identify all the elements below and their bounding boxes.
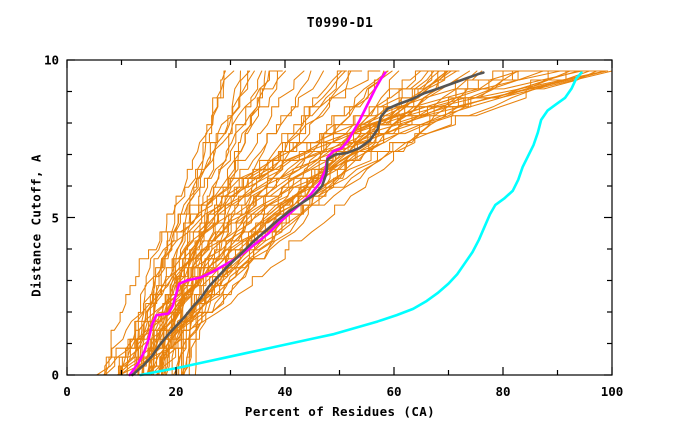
- page-title: T0990-D1: [306, 16, 374, 31]
- highlight-cyan: [139, 71, 583, 377]
- model-curve: [148, 70, 363, 376]
- model-curve: [104, 70, 436, 376]
- x-tick-label-100: 100: [600, 384, 624, 399]
- x-tick-label-60: 60: [386, 384, 402, 399]
- axis-frame-layer: [66, 59, 613, 376]
- model-curve: [151, 70, 266, 376]
- curves-layer: [96, 70, 613, 377]
- model-curve: [181, 70, 460, 376]
- x-axis-label: Percent of Residues (CA): [244, 404, 436, 419]
- x-tick-label-40: 40: [277, 384, 293, 399]
- model-curve: [180, 70, 519, 376]
- model-curve: [151, 70, 553, 376]
- highlight-gray: [131, 71, 485, 377]
- highlight-magenta: [128, 71, 387, 377]
- model-curve: [145, 70, 251, 376]
- model-curve: [176, 70, 435, 376]
- y-tick-label-5: 5: [51, 210, 59, 225]
- model-curve: [165, 70, 598, 376]
- y-tick-label-0: 0: [51, 367, 59, 383]
- model-curve: [178, 70, 579, 376]
- model-curve: [182, 70, 352, 376]
- model-curve: [172, 70, 422, 376]
- x-tick-label-0: 0: [63, 384, 71, 399]
- model-curve: [194, 70, 607, 376]
- model-curve: [132, 70, 381, 376]
- model-curve: [118, 70, 483, 376]
- model-curve: [105, 70, 278, 376]
- y-tick-label-10: 10: [43, 52, 59, 68]
- x-tick-label-20: 20: [168, 384, 184, 399]
- x-tick-label-80: 80: [495, 384, 511, 399]
- model-curve: [138, 70, 553, 376]
- model-curve: [181, 70, 609, 376]
- y-axis-label: Distance Cutoff, A: [28, 154, 44, 297]
